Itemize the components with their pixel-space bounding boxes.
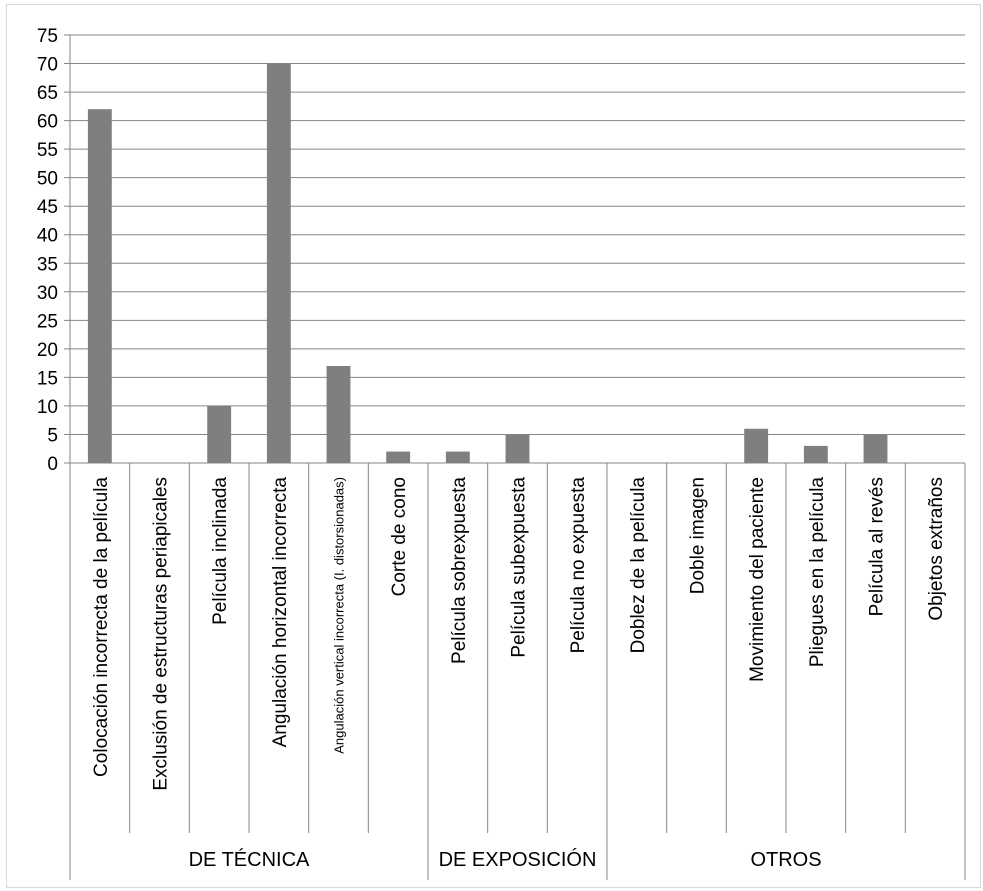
y-tick-label: 70 [37, 55, 58, 76]
bar [386, 451, 411, 463]
y-tick-label: 55 [37, 140, 58, 161]
y-tick-label: 50 [37, 169, 58, 190]
category-label: Movimiento del paciente [747, 477, 768, 682]
axis-layer: 0 5 10 15 20 25 30 35 40 45 50 55 60 65 70 75 [37, 26, 966, 880]
category-label: Objetos extraños [926, 477, 947, 621]
category-label: Corte de cono [389, 477, 410, 596]
bars-layer [87, 63, 888, 464]
bar [445, 451, 470, 463]
category-label: Angulación vertical incorrecta (I. disto… [332, 477, 347, 754]
category-label: Película sobrexpuesta [449, 477, 470, 664]
group-label: DE TÉCNICA [189, 848, 310, 871]
category-label: Película no expuesta [568, 477, 589, 654]
bar [87, 109, 112, 463]
y-tick-label: 35 [37, 254, 58, 275]
category-label: Película al revés [867, 477, 888, 616]
y-tick-label: 75 [37, 26, 58, 47]
labels-layer: DE TÉCNICA DE EXPOSICIÓN OTROS Colocación i… [91, 477, 947, 871]
y-tick-label: 10 [37, 397, 58, 418]
category-label: Película subexpuesta [509, 477, 530, 658]
group-label: DE EXPOSICIÓN [439, 848, 597, 871]
y-tick-label: 40 [37, 226, 58, 247]
y-tick-label: 65 [37, 83, 58, 104]
y-tick-label: 20 [37, 340, 58, 361]
y-tick-label: 25 [37, 311, 58, 332]
bar [803, 445, 828, 463]
y-tick-label: 0 [47, 454, 58, 475]
y-tick-label: 5 [47, 425, 58, 446]
bar [505, 434, 530, 463]
category-label: Doblez de la película [628, 477, 649, 654]
category-label: Doble imagen [688, 477, 709, 594]
y-tick-label: 30 [37, 283, 58, 304]
bar [744, 428, 769, 463]
group-label: OTROS [750, 849, 821, 871]
bar [207, 405, 232, 463]
y-tick-label: 45 [37, 197, 58, 218]
bar [266, 63, 291, 464]
bar [863, 434, 888, 463]
y-tick-label: 15 [37, 368, 58, 389]
bar [326, 365, 351, 463]
grid-layer [64, 34, 965, 464]
category-label: Exclusión de estructuras periapicales [151, 477, 172, 791]
y-tick-label: 60 [37, 112, 58, 133]
category-label: Película inclinada [210, 477, 231, 625]
category-label: Angulación horizontal incorrecta [270, 477, 291, 748]
category-label: Pliegues en la película [807, 477, 828, 668]
category-label: Colocación incorrecta de la película [91, 477, 112, 777]
